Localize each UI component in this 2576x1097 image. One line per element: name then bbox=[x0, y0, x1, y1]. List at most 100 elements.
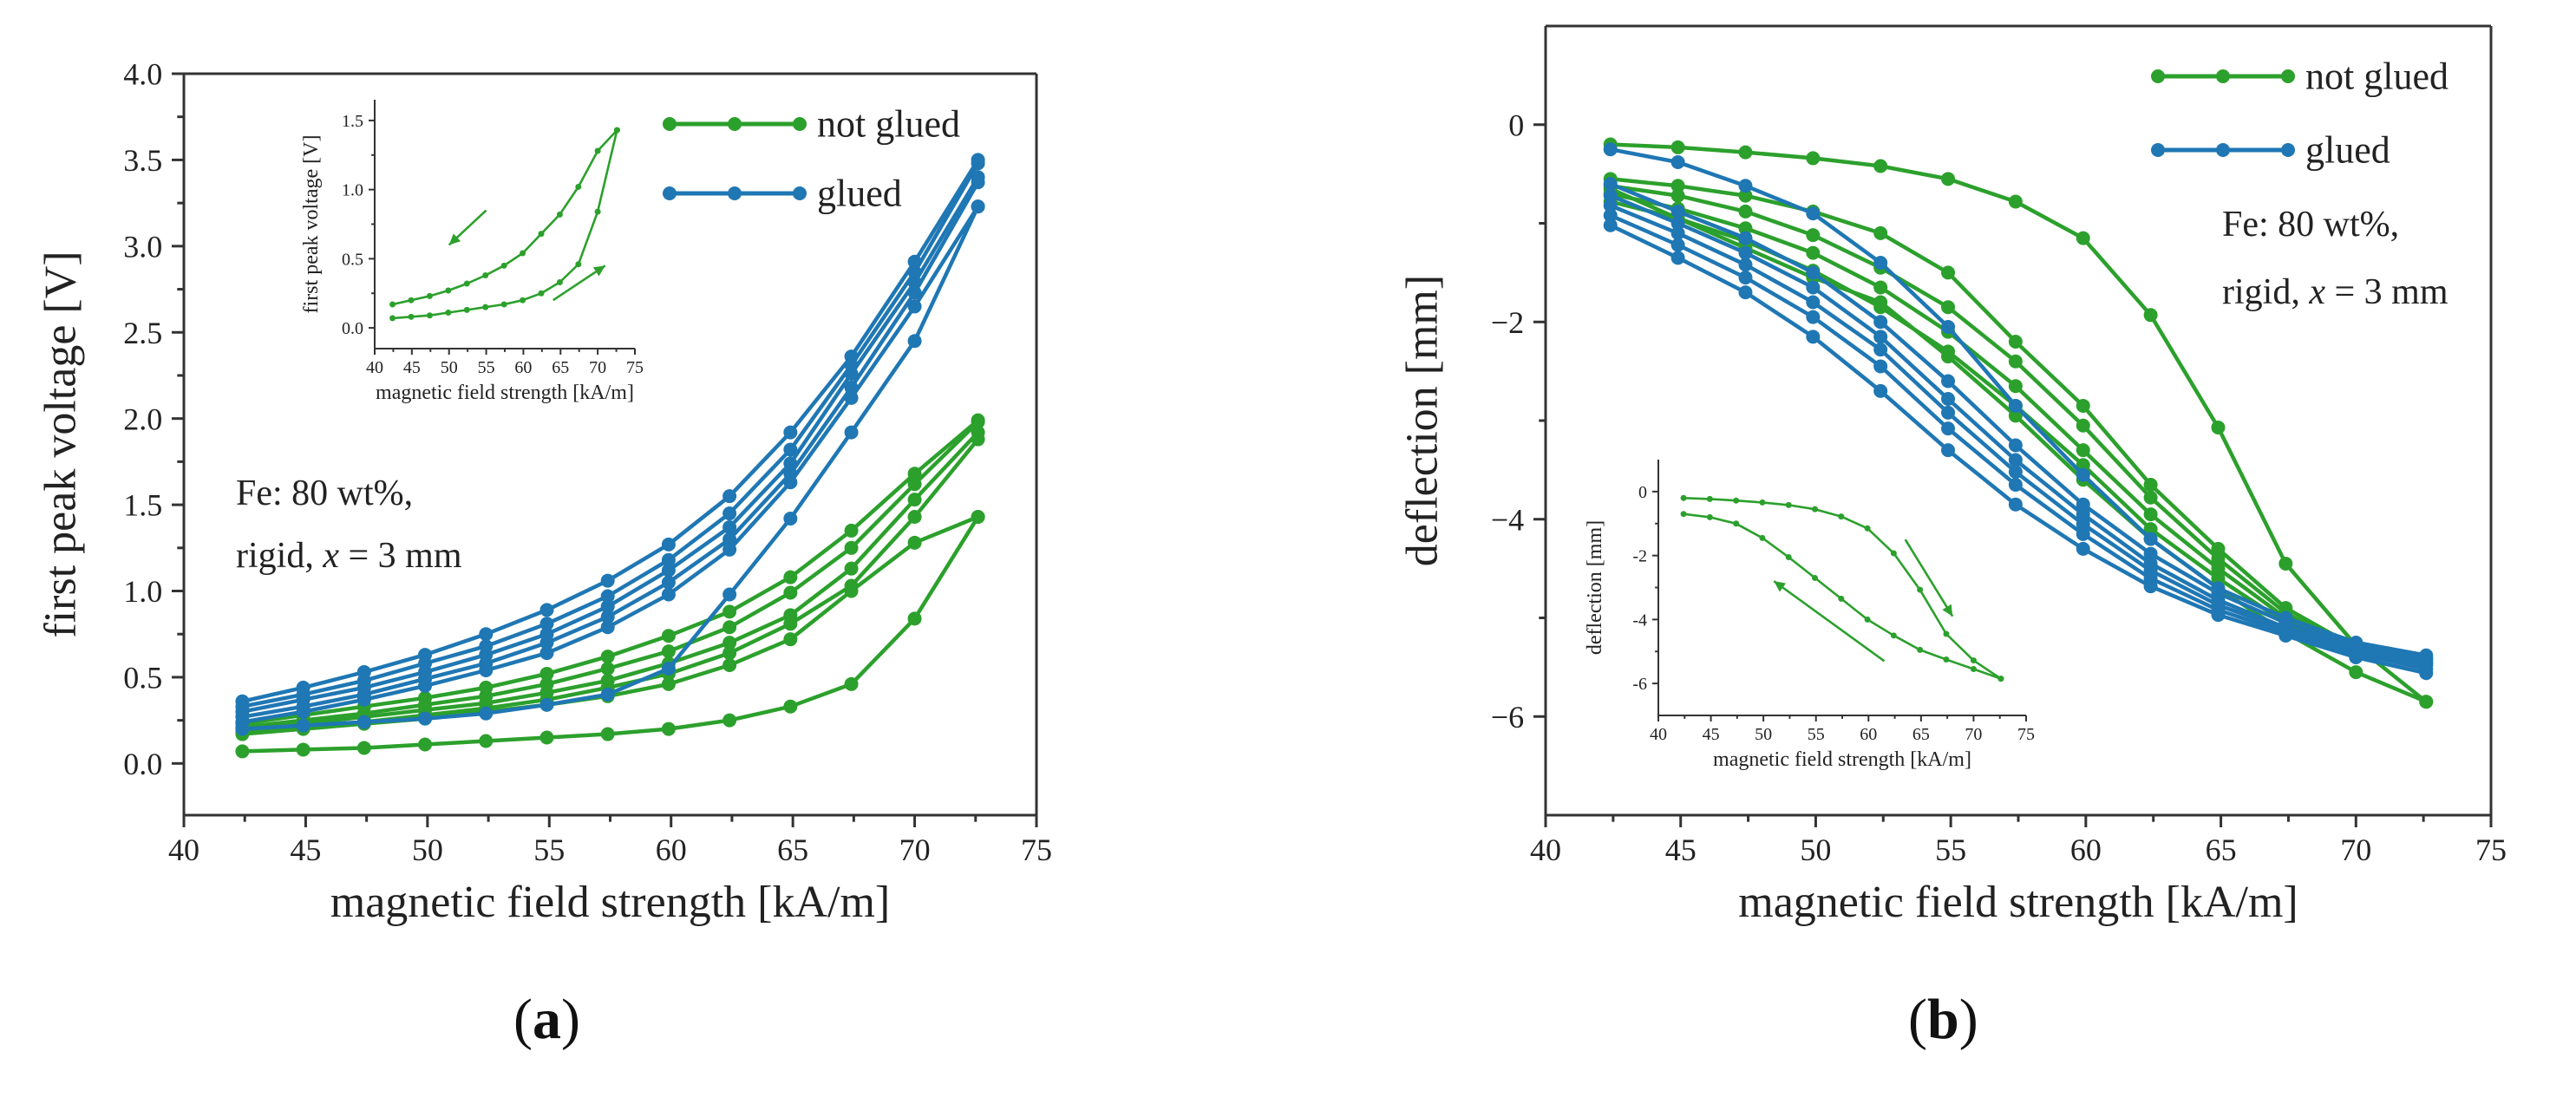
chart-b-data-point bbox=[1670, 140, 1685, 154]
chart-a-data-point bbox=[722, 587, 737, 602]
chart-a-data-point bbox=[971, 170, 985, 185]
chart-a-data-point bbox=[418, 690, 433, 705]
chart-b-inset-arrow-shaft bbox=[1773, 580, 1886, 663]
chart-a-annotation-suffix: = 3 mm bbox=[339, 536, 462, 576]
chart-b-legend-marker bbox=[2216, 143, 2230, 157]
chart-a-inset-y-tick-label: 1.0 bbox=[342, 181, 363, 200]
chart-b-series-glued-11 bbox=[1603, 218, 2434, 681]
chart-a-x-tick-label: 40 bbox=[168, 833, 199, 867]
chart-a-data-point bbox=[722, 532, 737, 546]
chart-b-inset-series-not_glued-1 bbox=[1680, 511, 2004, 682]
chart-b-data-point bbox=[2076, 467, 2090, 482]
chart-a-y-tick-label: 2.5 bbox=[123, 316, 162, 350]
chart-b-data-point bbox=[2211, 571, 2226, 585]
chart-a-data-point bbox=[539, 730, 554, 745]
chart-a-inset-y-tick-label: 0.0 bbox=[342, 319, 363, 338]
chart-b-data-point bbox=[2008, 438, 2023, 453]
chart-b-data-point bbox=[1806, 245, 1821, 260]
chart-a-data-point bbox=[539, 617, 554, 631]
chart-b-data-point bbox=[2076, 443, 2090, 458]
chart-a-data-point bbox=[356, 664, 371, 679]
chart-b-data-point bbox=[1670, 188, 1685, 203]
chart-a-data-point bbox=[844, 540, 859, 555]
chart-a-y-tick-label: 3.5 bbox=[123, 143, 162, 178]
chart-a-legend: not glued glued bbox=[663, 103, 960, 215]
chart-b-inset-data-point bbox=[1733, 520, 1740, 527]
chart-a-data-point bbox=[907, 611, 922, 626]
chart-b-data-point bbox=[1806, 206, 1821, 221]
chart-a-legend-marker bbox=[793, 186, 807, 200]
chart-a-data-point bbox=[661, 661, 676, 676]
chart-a-inset-data-point bbox=[463, 306, 470, 313]
chart-a-inset-x-tick-label: 65 bbox=[552, 358, 569, 377]
chart-a-data-point bbox=[661, 722, 676, 736]
chart-b-inset-data-point bbox=[1706, 495, 1713, 502]
chart-b-series-not_glued-3 bbox=[1603, 186, 2434, 669]
chart-a-inset-y-tick-label: 1.5 bbox=[342, 112, 363, 131]
chart-a-inset-data-point bbox=[556, 211, 563, 218]
chart-a-inset-data-point bbox=[389, 315, 396, 322]
chart-a-data-point bbox=[479, 734, 494, 748]
chart-a-data-point bbox=[539, 603, 554, 617]
chart-b-inset-data-point bbox=[1890, 550, 1897, 557]
chart-a-series-glued-7 bbox=[235, 199, 985, 729]
chart-b-inset-arrow-head bbox=[1942, 604, 1953, 617]
chart-a-inset-y-axis-label: first peak voltage [V] bbox=[300, 135, 323, 314]
chart-b-data-point bbox=[2076, 541, 2090, 556]
chart-a-data-point bbox=[479, 639, 494, 654]
chart-a-data-point bbox=[783, 608, 798, 623]
chart-a-data-point bbox=[722, 506, 737, 521]
chart-a-data-point bbox=[296, 718, 311, 733]
chart-b-inset-arrow-head bbox=[1774, 581, 1787, 592]
chart-a-data-point bbox=[600, 673, 615, 688]
chart-a-data-point bbox=[418, 711, 433, 726]
chart-a-data-point bbox=[722, 489, 737, 504]
chart-b-data-point bbox=[2008, 398, 2023, 413]
chart-b-data-point bbox=[1738, 188, 1753, 203]
chart-a-legend-marker bbox=[728, 117, 742, 131]
chart-a-annotation-line2: rigid, x = 3 mm bbox=[236, 536, 462, 576]
chart-a-data-point bbox=[907, 254, 922, 269]
chart-a-inset-x-tick-label: 70 bbox=[589, 358, 606, 377]
chart-a-inset-series-line bbox=[392, 129, 618, 306]
chart-b-data-point bbox=[1670, 238, 1685, 252]
chart-a-inset-y-tick-label: 0.5 bbox=[342, 250, 363, 269]
chart-a-data-point bbox=[907, 510, 922, 525]
chart-b-inset-data-point bbox=[1943, 630, 1950, 637]
chart-a-x-tick-label: 65 bbox=[777, 833, 808, 867]
chart-b-data-point bbox=[2279, 556, 2293, 571]
chart-b-data-point bbox=[2279, 628, 2293, 643]
chart-a-data-point bbox=[844, 349, 859, 364]
chart-a-data-point bbox=[661, 537, 676, 552]
chart-b-data-point bbox=[1873, 343, 1888, 357]
chart-a-legend-label-not_glued: not glued bbox=[817, 103, 960, 146]
chart-a-data-point bbox=[661, 644, 676, 659]
chart-a-data-point bbox=[907, 334, 922, 349]
chart-b-data-point bbox=[2076, 507, 2090, 522]
chart-b-data-point bbox=[2076, 517, 2090, 532]
chart-a-x-tick-label: 70 bbox=[899, 833, 931, 867]
chart-a-y-tick-label: 0.0 bbox=[123, 747, 162, 781]
chart-a-x-tick-label: 55 bbox=[533, 833, 565, 867]
chart-a-data-point bbox=[600, 650, 615, 664]
chart-a-data-point bbox=[600, 687, 615, 702]
chart-b-data-point bbox=[1670, 154, 1685, 169]
chart-b-inset-x-tick-label: 70 bbox=[1965, 725, 1982, 744]
chart-a-data-point bbox=[971, 510, 985, 525]
chart-b-inset-data-point bbox=[1785, 501, 1792, 508]
chart-a-inset-x-tick-label: 60 bbox=[514, 358, 532, 377]
panel-label-b: (b) bbox=[1908, 988, 1978, 1051]
chart-b-data-point bbox=[1738, 258, 1753, 272]
chart-b-legend-label-not_glued: not glued bbox=[2305, 56, 2449, 98]
chart-a-x-tick-label: 50 bbox=[412, 833, 443, 867]
chart-a-data-point bbox=[783, 456, 798, 471]
chart-b-data-point bbox=[1603, 208, 1618, 223]
chart-a-data-point bbox=[600, 599, 615, 614]
chart-b-data-point bbox=[2008, 354, 2023, 369]
chart-b-data-point bbox=[1738, 231, 1753, 245]
chart-b-data-point bbox=[1873, 256, 1888, 270]
chart-a-data-point bbox=[418, 737, 433, 752]
chart-a-inset-data-point bbox=[482, 304, 489, 310]
chart-b-data-point bbox=[1806, 295, 1821, 310]
chart-b-annotation-suffix: = 3 mm bbox=[2325, 272, 2449, 312]
